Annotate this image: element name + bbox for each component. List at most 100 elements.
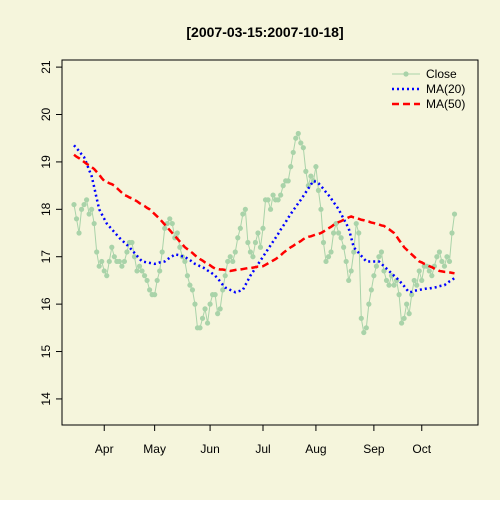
point [104,273,110,279]
point [446,258,453,265]
point [131,254,138,260]
point [396,292,402,298]
point [368,287,374,293]
point [278,192,284,198]
point [144,277,150,284]
point [406,311,412,317]
point [189,287,196,293]
point [245,239,251,246]
point [419,277,425,284]
point [242,206,248,212]
point [207,301,213,307]
point [81,201,87,208]
point [371,273,377,279]
point [99,258,105,265]
point [275,197,281,203]
point [199,315,206,321]
point [76,230,82,236]
point [270,192,276,198]
point [134,268,140,274]
point [106,258,112,265]
point [361,329,367,336]
point [363,325,369,331]
point [84,197,90,203]
point [101,268,107,274]
point [217,306,223,312]
point [293,135,299,141]
point [429,273,435,279]
point [303,168,309,174]
point [220,287,226,293]
point [366,301,372,307]
point [323,258,329,265]
point [328,249,334,255]
point [265,197,271,203]
point [285,178,291,184]
point [391,282,397,288]
point [424,263,430,269]
point [308,173,314,179]
point [318,206,324,212]
point [119,263,125,269]
point [313,164,319,170]
point [129,239,135,246]
point [358,315,364,321]
plot-frame [61,59,479,426]
point [192,301,198,307]
point [343,258,349,265]
point [116,258,122,265]
y-tick-label: 17 [39,250,53,264]
point [96,263,102,269]
point [255,230,261,236]
point [141,273,148,279]
point [237,225,243,231]
point [409,292,415,298]
point [222,273,228,279]
point [227,254,233,260]
point [136,263,143,269]
point [240,211,246,217]
point [280,183,286,189]
point [162,225,168,231]
point [436,249,442,255]
y-tick-label: 16 [39,297,53,311]
point [225,258,231,265]
chart-title: [2007-03-15:2007-10-18] [186,24,343,40]
point [295,130,301,137]
point [157,268,163,274]
point [376,254,382,260]
point [439,258,445,265]
point [230,258,236,265]
x-tick-label: Jul [255,442,270,456]
point [267,206,274,212]
x-tick-label: Aug [305,442,326,456]
point [416,268,422,274]
point [288,164,294,170]
point [71,201,77,208]
point [414,282,420,288]
series-line [73,153,455,275]
point [320,239,327,246]
point [388,273,395,279]
point [399,320,405,326]
point [152,292,158,298]
point [330,230,337,236]
point [346,277,352,284]
point [260,225,266,231]
point [444,254,450,260]
point [386,282,392,288]
point [341,244,347,250]
point [91,220,97,227]
x-tick-label: Oct [412,442,431,456]
point [404,301,410,307]
point [94,249,100,255]
point [381,268,387,274]
point [257,244,264,250]
legend-marker [403,71,409,77]
point [78,206,85,212]
point [197,325,203,331]
point [177,244,183,250]
x-tick-label: Sep [363,442,385,456]
